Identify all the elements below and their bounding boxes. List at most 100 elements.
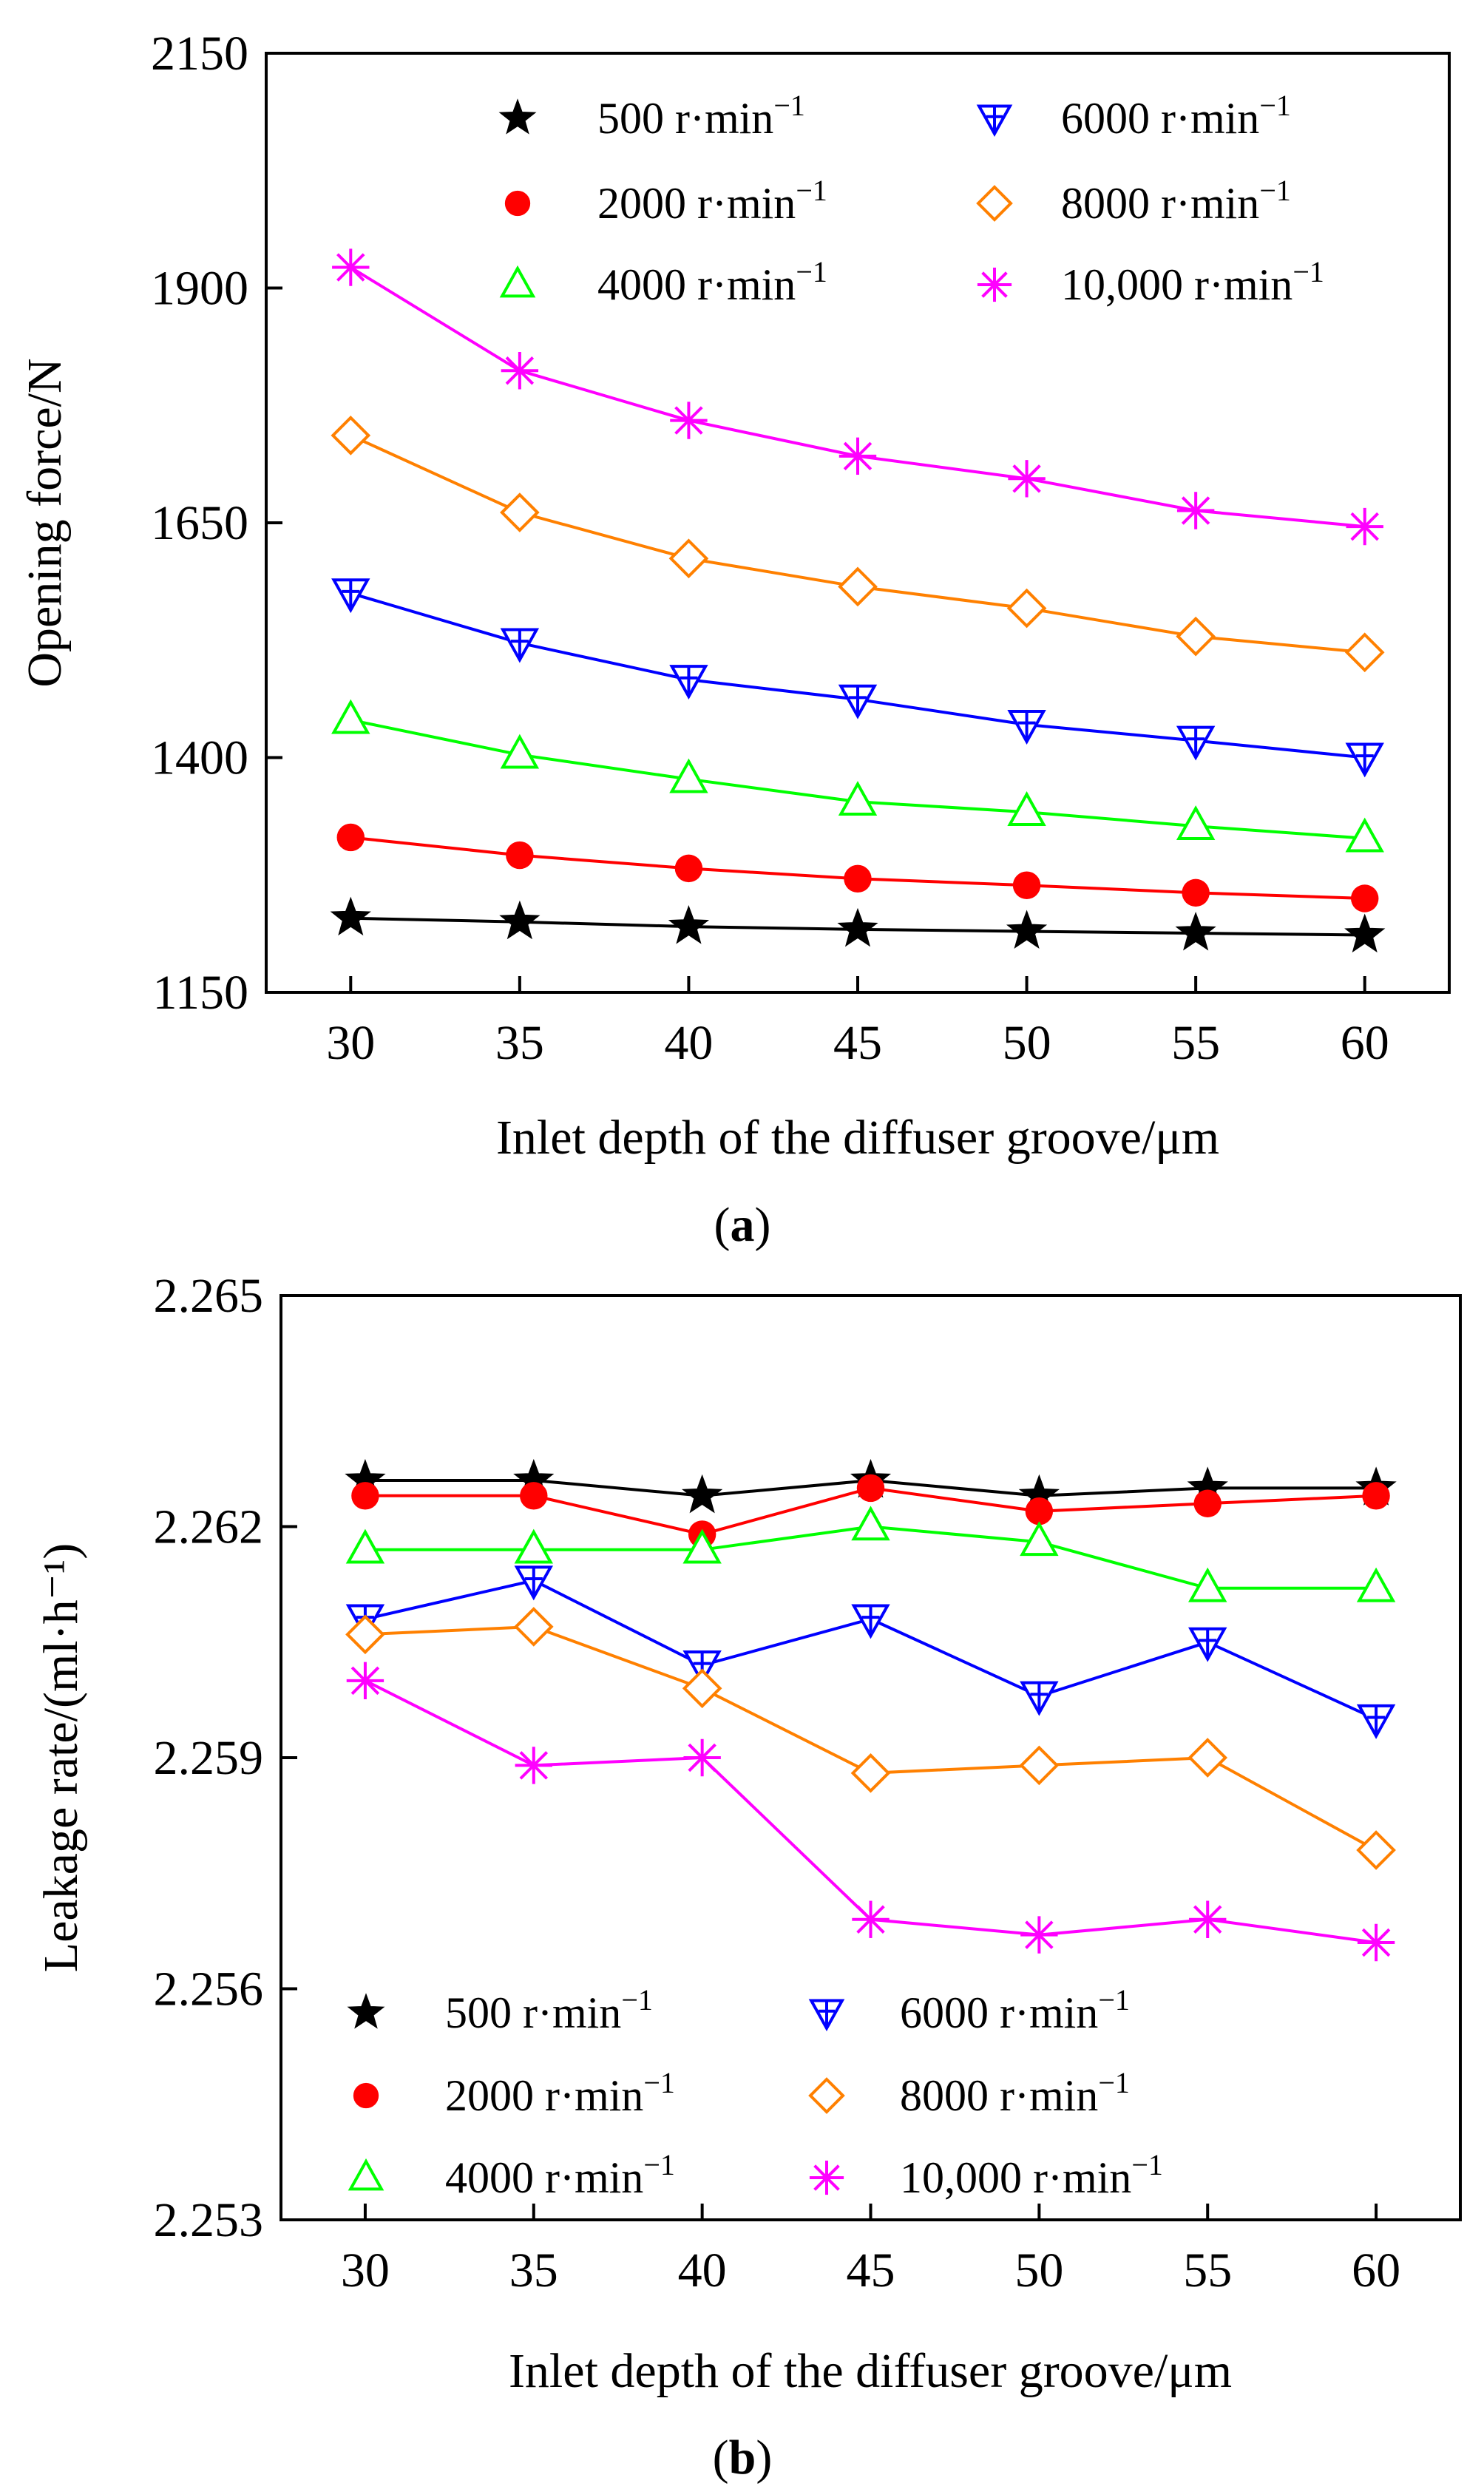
panel-label-b: (b) [713, 2431, 773, 2485]
b-point-s5-1 [515, 1747, 552, 1784]
a-point-s2-0 [331, 699, 370, 734]
b-point-s1-4 [1025, 1497, 1054, 1525]
a-y-tick-label: 1900 [151, 262, 248, 316]
a-point-s4-5 [1176, 616, 1216, 657]
a-legend-label-3: 6000 r·min−1 [1061, 89, 1291, 143]
b-point-s4-3 [850, 1753, 891, 1793]
a-x-tick-label: 55 [1171, 1016, 1220, 1070]
b-legend-label-2: 4000 r·min−1 [445, 2148, 675, 2202]
b-x-tick-label: 55 [1183, 2244, 1232, 2297]
b-x-tick-label: 35 [509, 2244, 558, 2297]
chart-panel-b: 30 35 40 45 50 55 602.2532.2562.2592.2622.265 … [34, 1269, 1462, 2485]
b-point-s2-4 [1020, 1521, 1059, 1557]
a-point-s1-2 [674, 854, 703, 883]
b-point-s1-6 [1362, 1482, 1390, 1510]
y-axis-title-a: Opening force/N [18, 358, 72, 687]
a-x-tick-label: 30 [326, 1016, 375, 1070]
b-point-s5-0 [346, 1662, 384, 1700]
a-x-tick-label: 60 [1341, 1016, 1389, 1070]
b-point-s4-1 [513, 1607, 554, 1647]
a-y-tick-label: 1150 [152, 966, 248, 1020]
a-legend-marker-1 [504, 190, 531, 217]
b-y-tick-label: 2.256 [154, 1963, 264, 2016]
a-y-tick-label: 2150 [151, 27, 248, 81]
b-point-s1-1 [520, 1482, 548, 1510]
b-x-tick-label: 50 [1014, 2244, 1063, 2297]
a-point-s1-6 [1350, 884, 1379, 912]
y-axis-title-b: Leakage rate/(ml·h⁻¹) [34, 1543, 88, 1972]
a-x-tick-label: 45 [833, 1016, 882, 1070]
b-point-s3-3 [851, 1604, 890, 1639]
panel-label-b-letter: b [729, 2431, 756, 2485]
a-legend-marker-2 [499, 265, 536, 298]
b-y-tick-label: 2.262 [154, 1500, 264, 1554]
a-y-tick-label: 1400 [151, 731, 248, 785]
b-y-tick-label: 2.259 [154, 1731, 264, 1785]
a-legend-marker-5 [977, 267, 1012, 302]
a-legend-label-2: 4000 r·min−1 [597, 255, 827, 309]
b-point-s5-6 [1357, 1923, 1395, 1962]
a-point-s3-6 [1345, 742, 1384, 778]
a-point-s4-2 [668, 538, 709, 579]
tick-group-a: 30 35 40 45 50 55 60 1150 1400 1650 1900 2150 [151, 27, 1389, 1070]
a-legend-marker-0 [498, 98, 537, 135]
b-point-s4-6 [1356, 1830, 1396, 1870]
b-legend-label-0: 500 r·min−1 [445, 1983, 653, 2037]
a-legend-label-1: 2000 r·min−1 [597, 174, 827, 228]
a-point-s1-1 [506, 841, 534, 870]
a-point-s5-5 [1176, 492, 1215, 529]
a-point-s3-0 [331, 578, 370, 614]
x-axis-title-b: Inlet depth of the diffuser groove/μm [509, 2344, 1232, 2398]
b-point-s3-6 [1356, 1704, 1396, 1739]
a-point-s5-1 [501, 352, 539, 390]
series-markers-b [345, 1458, 1397, 1962]
b-y-tick-label: 2.265 [154, 1269, 264, 1323]
b-point-s4-2 [682, 1668, 722, 1709]
panel-label-a-letter: a [731, 1198, 755, 1252]
b-point-s3-4 [1020, 1681, 1059, 1716]
a-point-s2-1 [500, 734, 540, 769]
a-legend-marker-4 [976, 185, 1013, 222]
a-point-s3-2 [669, 665, 708, 700]
b-point-s5-3 [852, 1900, 890, 1938]
b-y-tick-label: 2.253 [154, 2193, 264, 2247]
a-point-s5-2 [670, 402, 708, 439]
a-point-s4-1 [500, 492, 540, 532]
b-point-s2-6 [1356, 1567, 1396, 1602]
chart-panel-a: 30 35 40 45 50 55 60 1150 1400 1650 1900 2150 500 r… [18, 27, 1451, 1252]
a-point-s2-2 [669, 758, 708, 793]
a-x-tick-label: 50 [1003, 1016, 1051, 1070]
x-axis-title-a: Inlet depth of the diffuser groove/μm [496, 1111, 1219, 1165]
b-point-s0-2 [682, 1474, 723, 1514]
b-legend-label-4: 8000 r·min−1 [900, 2066, 1130, 2120]
a-point-s0-6 [1344, 913, 1386, 953]
a-x-tick-label: 35 [495, 1016, 544, 1070]
b-point-s4-0 [345, 1614, 385, 1655]
a-point-s4-3 [838, 566, 878, 607]
b-point-s2-2 [682, 1528, 722, 1564]
a-x-tick-label: 40 [664, 1016, 713, 1070]
a-y-tick-label: 1650 [151, 496, 248, 550]
a-legend-label-4: 8000 r·min−1 [1061, 174, 1291, 228]
legend-a: 500 r·min−1 2000 r·min−1 4000 r·min−1 6000 … [498, 89, 1324, 309]
a-point-s3-4 [1007, 710, 1046, 745]
a-point-s2-5 [1176, 805, 1216, 841]
b-x-tick-label: 45 [847, 2244, 895, 2297]
a-point-s3-5 [1176, 725, 1216, 761]
a-point-s0-5 [1175, 911, 1216, 951]
a-point-s1-4 [1012, 871, 1041, 899]
b-x-tick-label: 40 [678, 2244, 727, 2297]
a-point-s3-3 [838, 684, 878, 719]
b-point-s3-5 [1188, 1627, 1227, 1662]
b-point-s1-5 [1193, 1489, 1222, 1517]
a-point-s4-4 [1006, 588, 1047, 629]
b-legend-marker-4 [808, 2077, 845, 2114]
b-legend-label-1: 2000 r·min−1 [445, 2066, 675, 2120]
b-legend-marker-3 [808, 1999, 845, 2031]
tick-group-b: 30 35 40 45 50 55 60 2.253 2.256 2.259 2.262 2.265 [154, 1269, 1401, 2297]
a-legend-marker-3 [976, 104, 1013, 137]
b-point-s4-4 [1019, 1745, 1060, 1786]
b-point-s1-3 [856, 1474, 885, 1503]
a-point-s1-0 [336, 823, 365, 852]
